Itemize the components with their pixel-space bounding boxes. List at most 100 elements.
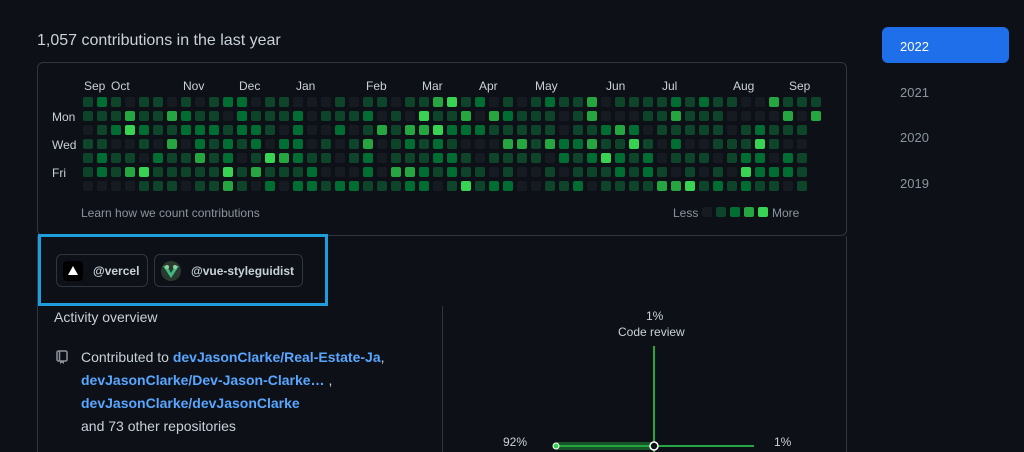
contribution-day-cell[interactable] (265, 139, 275, 149)
contribution-day-cell[interactable] (139, 167, 149, 177)
contribution-day-cell[interactable] (601, 111, 611, 121)
contribution-day-cell[interactable] (503, 111, 513, 121)
contribution-day-cell[interactable] (209, 139, 219, 149)
contribution-day-cell[interactable] (181, 125, 191, 135)
contribution-day-cell[interactable] (727, 167, 737, 177)
contribution-day-cell[interactable] (643, 97, 653, 107)
contribution-day-cell[interactable] (489, 125, 499, 135)
contribution-day-cell[interactable] (405, 153, 415, 163)
contribution-day-cell[interactable] (251, 97, 261, 107)
contribution-day-cell[interactable] (279, 97, 289, 107)
contribution-day-cell[interactable] (293, 139, 303, 149)
contribution-day-cell[interactable] (741, 111, 751, 121)
contribution-day-cell[interactable] (783, 167, 793, 177)
contribution-day-cell[interactable] (335, 111, 345, 121)
contribution-day-cell[interactable] (377, 139, 387, 149)
contribution-day-cell[interactable] (741, 167, 751, 177)
org-button-vue-styleguidist[interactable]: @vue-styleguidist (154, 254, 304, 287)
contribution-day-cell[interactable] (699, 125, 709, 135)
contribution-day-cell[interactable] (699, 181, 709, 191)
contribution-day-cell[interactable] (349, 97, 359, 107)
contribution-day-cell[interactable] (643, 125, 653, 135)
contribution-day-cell[interactable] (195, 111, 205, 121)
contribution-day-cell[interactable] (517, 125, 527, 135)
contribution-day-cell[interactable] (755, 97, 765, 107)
contribution-day-cell[interactable] (559, 153, 569, 163)
contribution-day-cell[interactable] (769, 153, 779, 163)
contribution-day-cell[interactable] (433, 181, 443, 191)
contribution-day-cell[interactable] (419, 111, 429, 121)
contribution-day-cell[interactable] (405, 125, 415, 135)
contribution-day-cell[interactable] (139, 153, 149, 163)
contribution-day-cell[interactable] (363, 181, 373, 191)
contribution-day-cell[interactable] (391, 181, 401, 191)
contribution-day-cell[interactable] (685, 139, 695, 149)
contribution-day-cell[interactable] (433, 153, 443, 163)
contribution-day-cell[interactable] (727, 111, 737, 121)
year-button-2020[interactable]: 2020 (900, 130, 929, 145)
contribution-day-cell[interactable] (181, 111, 191, 121)
contribution-day-cell[interactable] (685, 167, 695, 177)
contribution-day-cell[interactable] (125, 181, 135, 191)
contribution-day-cell[interactable] (685, 153, 695, 163)
contribution-day-cell[interactable] (727, 153, 737, 163)
contribution-day-cell[interactable] (629, 125, 639, 135)
contribution-day-cell[interactable] (391, 139, 401, 149)
contribution-day-cell[interactable] (797, 167, 807, 177)
contribution-day-cell[interactable] (279, 111, 289, 121)
contribution-day-cell[interactable] (83, 153, 93, 163)
contribution-day-cell[interactable] (797, 139, 807, 149)
contribution-day-cell[interactable] (503, 153, 513, 163)
contribution-day-cell[interactable] (461, 153, 471, 163)
contribution-day-cell[interactable] (685, 97, 695, 107)
contribution-day-cell[interactable] (265, 97, 275, 107)
contribution-day-cell[interactable] (391, 125, 401, 135)
contribution-day-cell[interactable] (97, 153, 107, 163)
contribution-day-cell[interactable] (615, 139, 625, 149)
contribution-day-cell[interactable] (755, 181, 765, 191)
contribution-day-cell[interactable] (223, 167, 233, 177)
contribution-day-cell[interactable] (167, 139, 177, 149)
contribution-day-cell[interactable] (167, 97, 177, 107)
contribution-day-cell[interactable] (195, 139, 205, 149)
contribution-day-cell[interactable] (727, 181, 737, 191)
contribution-day-cell[interactable] (573, 125, 583, 135)
contribution-day-cell[interactable] (769, 111, 779, 121)
contribution-day-cell[interactable] (335, 139, 345, 149)
contribution-day-cell[interactable] (419, 139, 429, 149)
contribution-day-cell[interactable] (391, 167, 401, 177)
contribution-day-cell[interactable] (125, 153, 135, 163)
contribution-day-cell[interactable] (223, 181, 233, 191)
contribution-day-cell[interactable] (517, 97, 527, 107)
contribution-day-cell[interactable] (377, 181, 387, 191)
contribution-day-cell[interactable] (167, 181, 177, 191)
contribution-day-cell[interactable] (167, 111, 177, 121)
contribution-day-cell[interactable] (545, 167, 555, 177)
contribution-day-cell[interactable] (545, 97, 555, 107)
contribution-day-cell[interactable] (447, 139, 457, 149)
contribution-day-cell[interactable] (181, 181, 191, 191)
contribution-day-cell[interactable] (265, 153, 275, 163)
contribution-day-cell[interactable] (349, 153, 359, 163)
contribution-day-cell[interactable] (531, 111, 541, 121)
contribution-day-cell[interactable] (475, 97, 485, 107)
contribution-day-cell[interactable] (97, 97, 107, 107)
contribution-day-cell[interactable] (125, 111, 135, 121)
contribution-day-cell[interactable] (615, 125, 625, 135)
contribution-day-cell[interactable] (461, 111, 471, 121)
contribution-day-cell[interactable] (125, 125, 135, 135)
contribution-day-cell[interactable] (685, 111, 695, 121)
contribution-day-cell[interactable] (111, 111, 121, 121)
contribution-day-cell[interactable] (447, 181, 457, 191)
contribution-day-cell[interactable] (363, 153, 373, 163)
contribution-day-cell[interactable] (713, 153, 723, 163)
contribution-day-cell[interactable] (615, 167, 625, 177)
contribution-day-cell[interactable] (97, 111, 107, 121)
contribution-day-cell[interactable] (797, 111, 807, 121)
contribution-day-cell[interactable] (615, 111, 625, 121)
contribution-day-cell[interactable] (447, 167, 457, 177)
contribution-day-cell[interactable] (349, 167, 359, 177)
contribution-day-cell[interactable] (251, 139, 261, 149)
contribution-day-cell[interactable] (797, 181, 807, 191)
contribution-day-cell[interactable] (503, 139, 513, 149)
